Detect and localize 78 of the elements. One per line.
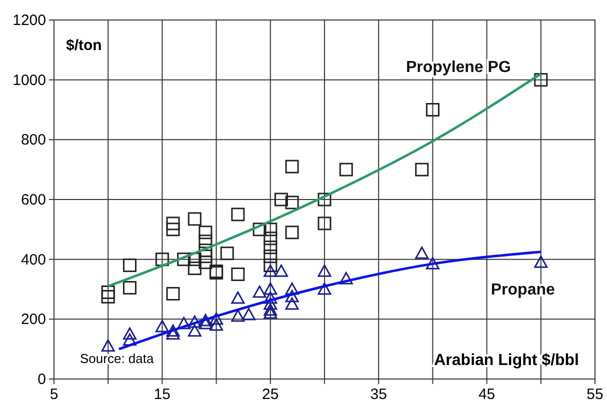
point <box>534 73 548 87</box>
x-tick-label: 45 <box>478 386 496 403</box>
point <box>339 272 353 284</box>
point <box>415 162 429 176</box>
point <box>155 252 169 266</box>
point <box>252 222 266 236</box>
point <box>166 327 180 340</box>
point <box>415 246 429 259</box>
point <box>198 314 212 326</box>
point <box>264 306 278 319</box>
point <box>318 282 332 295</box>
point <box>285 226 299 240</box>
point <box>101 290 115 304</box>
point <box>155 320 169 332</box>
point <box>188 324 202 337</box>
y-tick-label: 200 <box>20 311 46 328</box>
point <box>231 291 245 304</box>
point <box>242 308 256 320</box>
point <box>264 222 278 236</box>
point <box>210 312 224 325</box>
point <box>274 264 288 277</box>
point <box>264 297 278 310</box>
x-tick-label: 55 <box>586 386 604 403</box>
point <box>177 316 191 330</box>
point <box>274 192 288 206</box>
point <box>177 252 191 266</box>
point <box>122 327 136 340</box>
point <box>285 297 299 310</box>
point <box>122 281 136 295</box>
point <box>264 282 278 295</box>
point <box>264 264 278 277</box>
point <box>285 282 299 295</box>
point <box>188 315 202 328</box>
point <box>285 196 299 210</box>
point <box>534 256 548 268</box>
point <box>264 232 278 246</box>
point <box>264 240 278 254</box>
point <box>188 262 202 276</box>
y-tick-label: 1000 <box>12 72 46 89</box>
point <box>210 318 224 331</box>
point <box>285 160 299 174</box>
x-tick-label: 5 <box>50 386 58 403</box>
point <box>426 257 440 270</box>
point <box>318 192 332 206</box>
y-tick-label: 800 <box>20 132 46 149</box>
point <box>264 250 278 264</box>
point <box>220 246 234 260</box>
point <box>264 258 278 272</box>
point <box>252 285 266 298</box>
point <box>188 212 202 226</box>
point <box>318 216 332 230</box>
point <box>166 222 180 236</box>
y-axis-title: $/ton <box>66 37 102 54</box>
point <box>339 162 353 176</box>
point <box>231 208 245 222</box>
x-tick-label: 25 <box>262 386 279 403</box>
x-tick-label: 35 <box>370 386 387 403</box>
y-tick-label: 0 <box>38 371 46 388</box>
point <box>264 291 278 304</box>
y-tick-label: 400 <box>20 251 46 268</box>
point <box>122 333 136 346</box>
y-tick-label: 600 <box>20 192 46 208</box>
point <box>198 316 212 330</box>
y-tick-label: 1200 <box>12 12 46 29</box>
point <box>285 290 299 302</box>
x-tick-label: 15 <box>154 386 171 403</box>
point <box>264 303 278 316</box>
point <box>101 339 115 352</box>
point <box>122 258 136 272</box>
point <box>426 103 440 116</box>
point <box>166 216 180 230</box>
point <box>318 264 332 277</box>
point <box>231 309 245 322</box>
point <box>231 268 245 282</box>
point <box>166 286 180 300</box>
point <box>166 324 180 337</box>
point <box>198 226 212 240</box>
point <box>101 285 115 299</box>
